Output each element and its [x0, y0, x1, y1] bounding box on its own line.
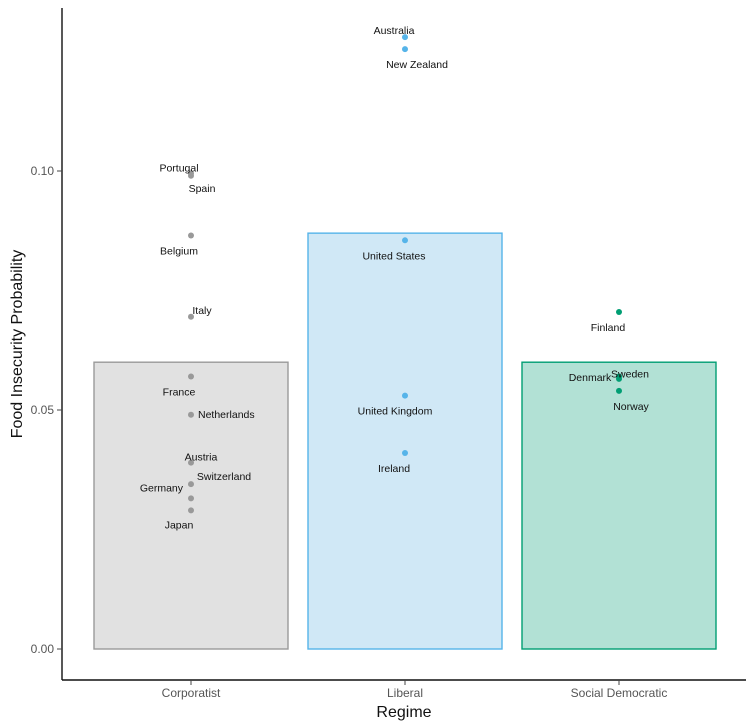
point-label-switzerland: Switzerland — [197, 471, 251, 483]
point-netherlands — [188, 411, 194, 418]
point-germany — [188, 495, 194, 502]
bars-layer — [93, 232, 717, 650]
x-tick-label: Social Democratic — [571, 686, 668, 700]
point-united-states — [402, 237, 408, 244]
point-austria — [188, 459, 194, 466]
point-label-austria: Austria — [185, 452, 218, 464]
point-label-france: France — [163, 387, 196, 399]
y-tick-label: 0.10 — [31, 164, 55, 178]
point-label-united-states: United States — [362, 250, 425, 262]
point-label-spain: Spain — [189, 183, 216, 195]
point-label-italy: Italy — [192, 305, 212, 317]
point-switzerland — [188, 481, 194, 488]
point-france — [188, 373, 194, 380]
x-axis-title: Regime — [376, 704, 431, 721]
point-italy — [188, 313, 194, 320]
bar-corporatist — [93, 361, 289, 650]
point-label-norway: Norway — [613, 401, 649, 413]
point-label-united-kingdom: United Kingdom — [358, 406, 433, 418]
point-label-australia: Australia — [374, 25, 415, 37]
y-tick-label: 0.05 — [31, 403, 55, 417]
point-label-finland: Finland — [591, 322, 626, 334]
y-axis-title: Food Insecurity Probability — [9, 250, 26, 439]
point-label-germany: Germany — [140, 482, 184, 494]
x-tick-label: Liberal — [387, 686, 423, 700]
point-new-zealand — [402, 46, 408, 53]
point-denmark — [616, 375, 622, 382]
points-layer — [188, 34, 622, 514]
point-japan — [188, 507, 194, 514]
y-tick-label: 0.00 — [31, 642, 55, 656]
point-label-portugal: Portugal — [159, 162, 198, 174]
ticks-layer: 0.00 0.05 0.10 Corporatist Liberal Social Dem… — [31, 164, 668, 700]
point-label-netherlands: Netherlands — [198, 409, 255, 421]
point-ireland — [402, 450, 408, 457]
point-label-ireland: Ireland — [378, 463, 410, 475]
point-label-sweden: Sweden — [611, 369, 649, 381]
point-label-new-zealand: New Zealand — [386, 59, 448, 71]
point-australia — [402, 34, 408, 41]
point-finland — [616, 309, 622, 316]
point-belgium — [188, 232, 194, 239]
bar-liberal — [307, 232, 503, 650]
point-labels-layer: Portugal Spain Belgium Italy FranceNetherlan… — [140, 25, 650, 531]
point-label-japan: Japan — [165, 519, 194, 531]
point-label-denmark: Denmark — [569, 372, 612, 384]
point-united-kingdom — [402, 392, 408, 399]
bar-social-democratic — [521, 361, 717, 650]
point-label-belgium: Belgium — [160, 246, 198, 258]
x-tick-label: Corporatist — [162, 686, 221, 700]
point-norway — [616, 387, 622, 394]
point-spain — [188, 172, 194, 179]
